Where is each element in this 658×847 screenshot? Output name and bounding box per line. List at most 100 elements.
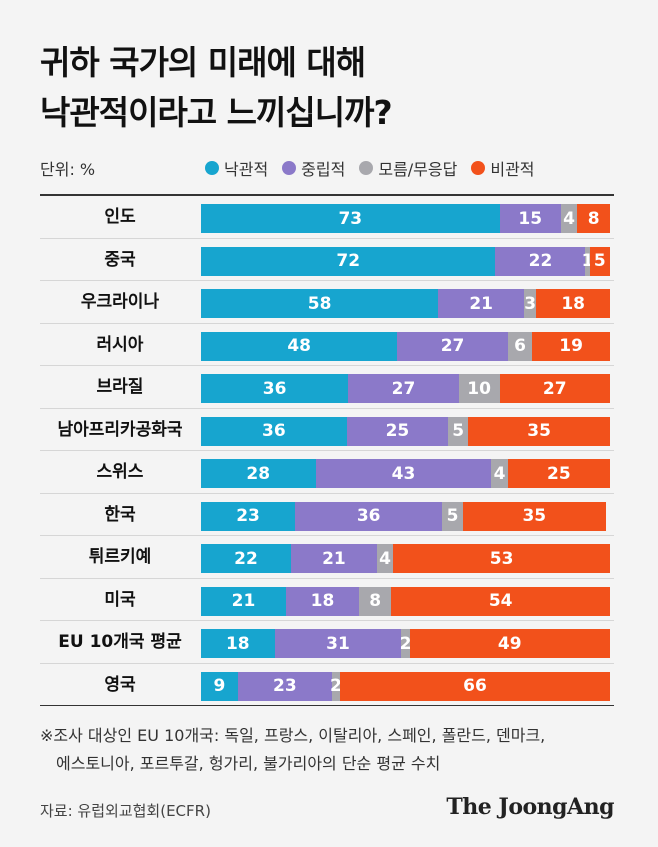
chart-row: 스위스 28 43 4 25 <box>40 451 614 494</box>
bar-segment: 19 <box>532 331 610 361</box>
category-label: 인도 <box>104 207 136 227</box>
bar-segment: 6 <box>507 331 533 361</box>
category-label: 브라질 <box>96 377 144 397</box>
bar-segment: 72 <box>201 246 496 276</box>
bar-segment: 22 <box>495 246 586 276</box>
legend-dot-icon <box>471 161 486 175</box>
stacked-bar: 22 21 4 53 <box>201 544 610 573</box>
bar-segment: 27 <box>499 374 610 403</box>
category-label: 러시아 <box>96 334 144 355</box>
top-divider <box>40 194 614 196</box>
legend-dot-icon <box>359 161 374 175</box>
bar-segment: 21 <box>290 544 377 573</box>
bar-segment: 4 <box>560 204 578 233</box>
chart-row: 브라질 36 27 10 27 <box>40 366 614 409</box>
stacked-bar: 72 22 1 5 <box>201 246 610 276</box>
stacked-bar: 48 27 6 19 <box>201 331 610 361</box>
bar-segment: 48 <box>201 331 398 361</box>
stacked-bar: 9 23 2 66 <box>201 671 610 701</box>
bar-segment: 25 <box>507 459 610 488</box>
legend-dot-icon <box>282 161 297 175</box>
bar-segment: 27 <box>397 331 508 361</box>
category-label: 미국 <box>104 589 136 610</box>
bar-segment: 25 <box>346 416 449 446</box>
bar-segment: 15 <box>499 204 561 233</box>
bar-segment: 31 <box>274 629 402 658</box>
category-label: 튀르키예 <box>88 547 152 567</box>
footnote: ※조사 대상인 EU 10개국: 독일, 프랑스, 이탈리아, 스페인, 폴란드… <box>40 722 545 778</box>
bar-segment: 53 <box>393 544 610 573</box>
bar-segment: 66 <box>340 671 610 701</box>
bar-segment: 36 <box>201 374 349 403</box>
bar-segment: 54 <box>391 586 610 616</box>
chart-row: 한국 23 36 5 35 <box>40 494 614 536</box>
bar-segment: 18 <box>201 629 275 658</box>
chart-row: 남아프리카공화국 36 25 5 35 <box>40 409 614 451</box>
bar-segment: 73 <box>201 204 500 233</box>
bar-segment: 8 <box>577 204 610 233</box>
bar-segment: 43 <box>315 459 492 488</box>
bar-segment: 2 <box>400 629 411 658</box>
bar-segment: 21 <box>438 289 525 318</box>
bar-segment: 36 <box>201 416 347 446</box>
bar-segment: 5 <box>589 246 610 276</box>
chart-row: 튀르키예 22 21 4 53 <box>40 536 614 579</box>
stacked-bar: 58 21 3 18 <box>201 289 610 318</box>
bar-segment: 4 <box>491 459 508 488</box>
legend-item: 비관적 <box>471 156 535 180</box>
footnote-line-2: 에스토니아, 포르투갈, 헝가리, 불가리아의 단순 평균 수치 <box>56 754 441 773</box>
bar-segment: 23 <box>237 671 332 701</box>
category-label: EU 10개국 평균 <box>58 632 182 652</box>
chart-row: 중국 72 22 1 5 <box>40 239 614 281</box>
title-line-2: 낙관적이라고 느끼십니까? <box>40 93 393 132</box>
chart-row: 러시아 48 27 6 19 <box>40 324 614 366</box>
brand-logo: The JoongAng <box>446 794 614 820</box>
legend-label: 모름/무응답 <box>378 160 458 179</box>
bar-segment: 18 <box>536 289 610 318</box>
bar-segment: 10 <box>458 374 500 403</box>
footnote-line-1: ※조사 대상인 EU 10개국: 독일, 프랑스, 이탈리아, 스페인, 폴란드… <box>40 726 546 745</box>
chart-row: 인도 73 15 4 8 <box>40 196 614 239</box>
stacked-bar: 28 43 4 25 <box>201 459 610 488</box>
bar-segment: 27 <box>348 374 459 403</box>
stacked-bar: 36 27 10 27 <box>201 374 610 403</box>
category-label: 남아프리카공화국 <box>57 419 183 440</box>
bar-segment: 36 <box>295 501 443 531</box>
bar-segment: 5 <box>442 501 463 531</box>
legend-label: 비관적 <box>490 160 535 179</box>
legend-label: 낙관적 <box>224 160 269 179</box>
legend-item: 낙관적 <box>205 156 268 180</box>
source-label: 자료: 유럽외교협회(ECFR) <box>40 802 211 820</box>
legend-item: 모름/무응답 <box>359 156 457 180</box>
stacked-bar: 23 36 5 35 <box>201 501 610 531</box>
bar-segment: 5 <box>448 416 469 446</box>
bar-segment: 9 <box>201 671 238 701</box>
bar-segment: 23 <box>201 501 296 531</box>
legend-label: 중립적 <box>301 160 346 179</box>
legend: 낙관적 중립적 모름/무응답 비관적 <box>205 156 535 180</box>
unit-label: 단위: % <box>40 160 96 179</box>
bar-segment: 22 <box>201 544 291 573</box>
bar-segment: 2 <box>330 671 342 701</box>
bar-segment: 21 <box>201 586 287 616</box>
category-label: 스위스 <box>96 462 144 482</box>
stacked-bar: 18 31 2 49 <box>201 629 610 658</box>
stacked-bar: 21 18 8 54 <box>201 586 610 616</box>
legend-item: 중립적 <box>282 156 345 180</box>
bar-segment: 49 <box>409 629 610 658</box>
chart-row: 영국 9 23 2 66 <box>40 664 614 706</box>
chart-row: 우크라이나 58 21 3 18 <box>40 281 614 324</box>
chart-row: EU 10개국 평균 18 31 2 49 <box>40 621 614 664</box>
bar-segment: 8 <box>358 586 392 616</box>
bar-segment: 28 <box>201 459 316 488</box>
category-label: 우크라이나 <box>80 292 160 312</box>
bar-segment: 4 <box>376 544 394 573</box>
bar-segment: 3 <box>524 289 537 318</box>
bar-segment: 18 <box>286 586 359 616</box>
bar-segment: 35 <box>462 501 606 531</box>
chart-rows: 인도 73 15 4 8 중국 72 22 1 5 우크라이나 58 21 3 18 러시아 48 27 6 19 브라… <box>40 196 614 706</box>
category-label: 중국 <box>104 249 136 270</box>
bar-segment: 58 <box>201 289 439 318</box>
category-label: 영국 <box>104 674 136 695</box>
legend-dot-icon <box>205 161 219 175</box>
